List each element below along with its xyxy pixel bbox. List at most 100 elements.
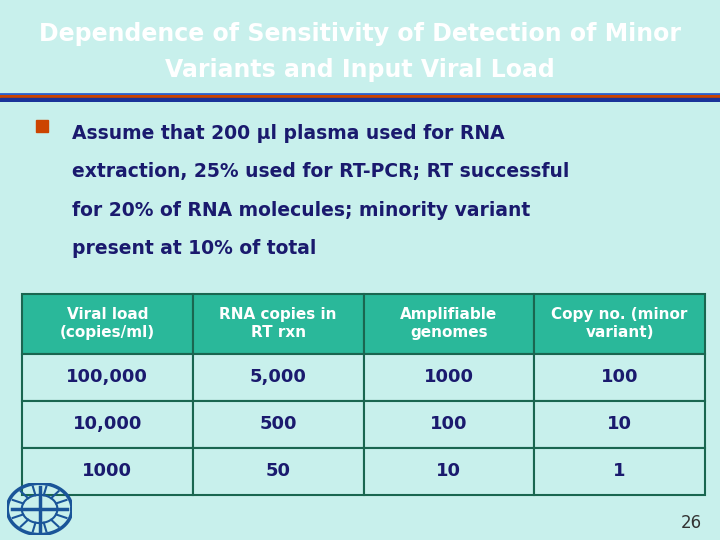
Text: 1000: 1000: [82, 462, 132, 480]
FancyBboxPatch shape: [193, 294, 364, 354]
Bar: [0, 93, 720, 94]
Text: 10: 10: [436, 462, 462, 480]
Text: 100: 100: [430, 415, 467, 433]
Text: Amplifiable
genomes: Amplifiable genomes: [400, 307, 498, 340]
Text: 26: 26: [681, 514, 702, 532]
Text: 500: 500: [259, 415, 297, 433]
FancyBboxPatch shape: [364, 294, 534, 354]
Bar: [0, 98, 720, 102]
Bar: [0, 93, 720, 94]
Text: 5,000: 5,000: [250, 368, 307, 386]
Bar: [0, 93, 720, 94]
FancyBboxPatch shape: [364, 401, 534, 448]
FancyBboxPatch shape: [193, 354, 364, 401]
Bar: [0, 94, 720, 95]
Bar: [0, 93, 720, 94]
Bar: [0, 94, 720, 95]
Bar: [0, 93, 720, 94]
Bar: [0, 93, 720, 94]
Bar: [0, 93, 720, 94]
Bar: [0, 93, 720, 94]
Text: RNA copies in
RT rxn: RNA copies in RT rxn: [220, 307, 337, 340]
FancyBboxPatch shape: [534, 401, 705, 448]
Bar: [0, 93, 720, 94]
Bar: [0, 93, 720, 94]
FancyBboxPatch shape: [22, 448, 193, 495]
Bar: [0, 94, 720, 95]
Bar: [0, 93, 720, 94]
Bar: [0, 93, 720, 94]
Bar: [0, 94, 720, 95]
Bar: [0, 93, 720, 94]
Text: 1000: 1000: [424, 368, 474, 386]
Bar: [0, 93, 720, 94]
Bar: [0, 94, 720, 95]
Bar: [0, 94, 720, 95]
Bar: [0, 93, 720, 94]
Bar: [0, 94, 720, 95]
Bar: [0, 93, 720, 94]
Text: 10: 10: [607, 415, 632, 433]
Bar: [0, 93, 720, 94]
Bar: [0, 94, 720, 95]
FancyBboxPatch shape: [22, 401, 193, 448]
Bar: [0, 94, 720, 95]
Bar: [0, 93, 720, 94]
Bar: [0, 93, 720, 94]
Bar: [0, 93, 720, 94]
FancyBboxPatch shape: [22, 294, 193, 354]
Bar: [0, 93, 720, 94]
Text: Copy no. (minor
variant): Copy no. (minor variant): [552, 307, 688, 340]
Bar: [0, 94, 720, 95]
Bar: [0, 93, 720, 94]
Bar: [0, 93, 720, 94]
Bar: [0, 94, 720, 95]
Bar: [0, 93, 720, 94]
Bar: [0, 93, 720, 94]
Text: 100: 100: [601, 368, 639, 386]
Bar: [0, 94, 720, 95]
Bar: [0, 93, 720, 94]
Bar: [0, 93, 720, 94]
Bar: [0, 93, 720, 94]
Bar: [0, 93, 720, 94]
Bar: [0, 93, 720, 94]
Bar: [0, 93, 720, 94]
Bar: [0, 94, 720, 95]
Text: Dependence of Sensitivity of Detection of Minor: Dependence of Sensitivity of Detection o…: [39, 22, 681, 46]
Bar: [0, 94, 720, 95]
Bar: [0, 93, 720, 94]
Bar: [0, 93, 720, 94]
Bar: [0, 93, 720, 94]
Bar: [0, 93, 720, 94]
Bar: [0, 93, 720, 94]
Text: Assume that 200 μl plasma used for RNA: Assume that 200 μl plasma used for RNA: [72, 124, 505, 143]
Bar: [0, 94, 720, 95]
Text: present at 10% of total: present at 10% of total: [72, 239, 316, 258]
Bar: [0, 93, 720, 94]
FancyBboxPatch shape: [364, 354, 534, 401]
Text: Viral load
(copies/ml): Viral load (copies/ml): [60, 307, 155, 340]
FancyBboxPatch shape: [193, 448, 364, 495]
Bar: [0, 93, 720, 94]
Bar: [0, 93, 720, 94]
FancyBboxPatch shape: [364, 448, 534, 495]
Bar: [0, 93, 720, 94]
FancyBboxPatch shape: [534, 294, 705, 354]
Bar: [0, 93, 720, 94]
Bar: [0, 93, 720, 94]
Bar: [0, 94, 720, 95]
Bar: [0, 93, 720, 94]
Bar: [0, 93, 720, 94]
FancyBboxPatch shape: [534, 354, 705, 401]
Text: for 20% of RNA molecules; minority variant: for 20% of RNA molecules; minority varia…: [72, 200, 530, 220]
Text: Variants and Input Viral Load: Variants and Input Viral Load: [165, 58, 555, 82]
FancyBboxPatch shape: [193, 401, 364, 448]
Bar: [0, 93, 720, 94]
FancyBboxPatch shape: [22, 354, 193, 401]
Bar: [0, 93, 720, 94]
Bar: [0, 93, 720, 94]
Bar: [0, 93, 720, 94]
Bar: [0, 93, 720, 94]
Bar: [0, 94, 720, 95]
